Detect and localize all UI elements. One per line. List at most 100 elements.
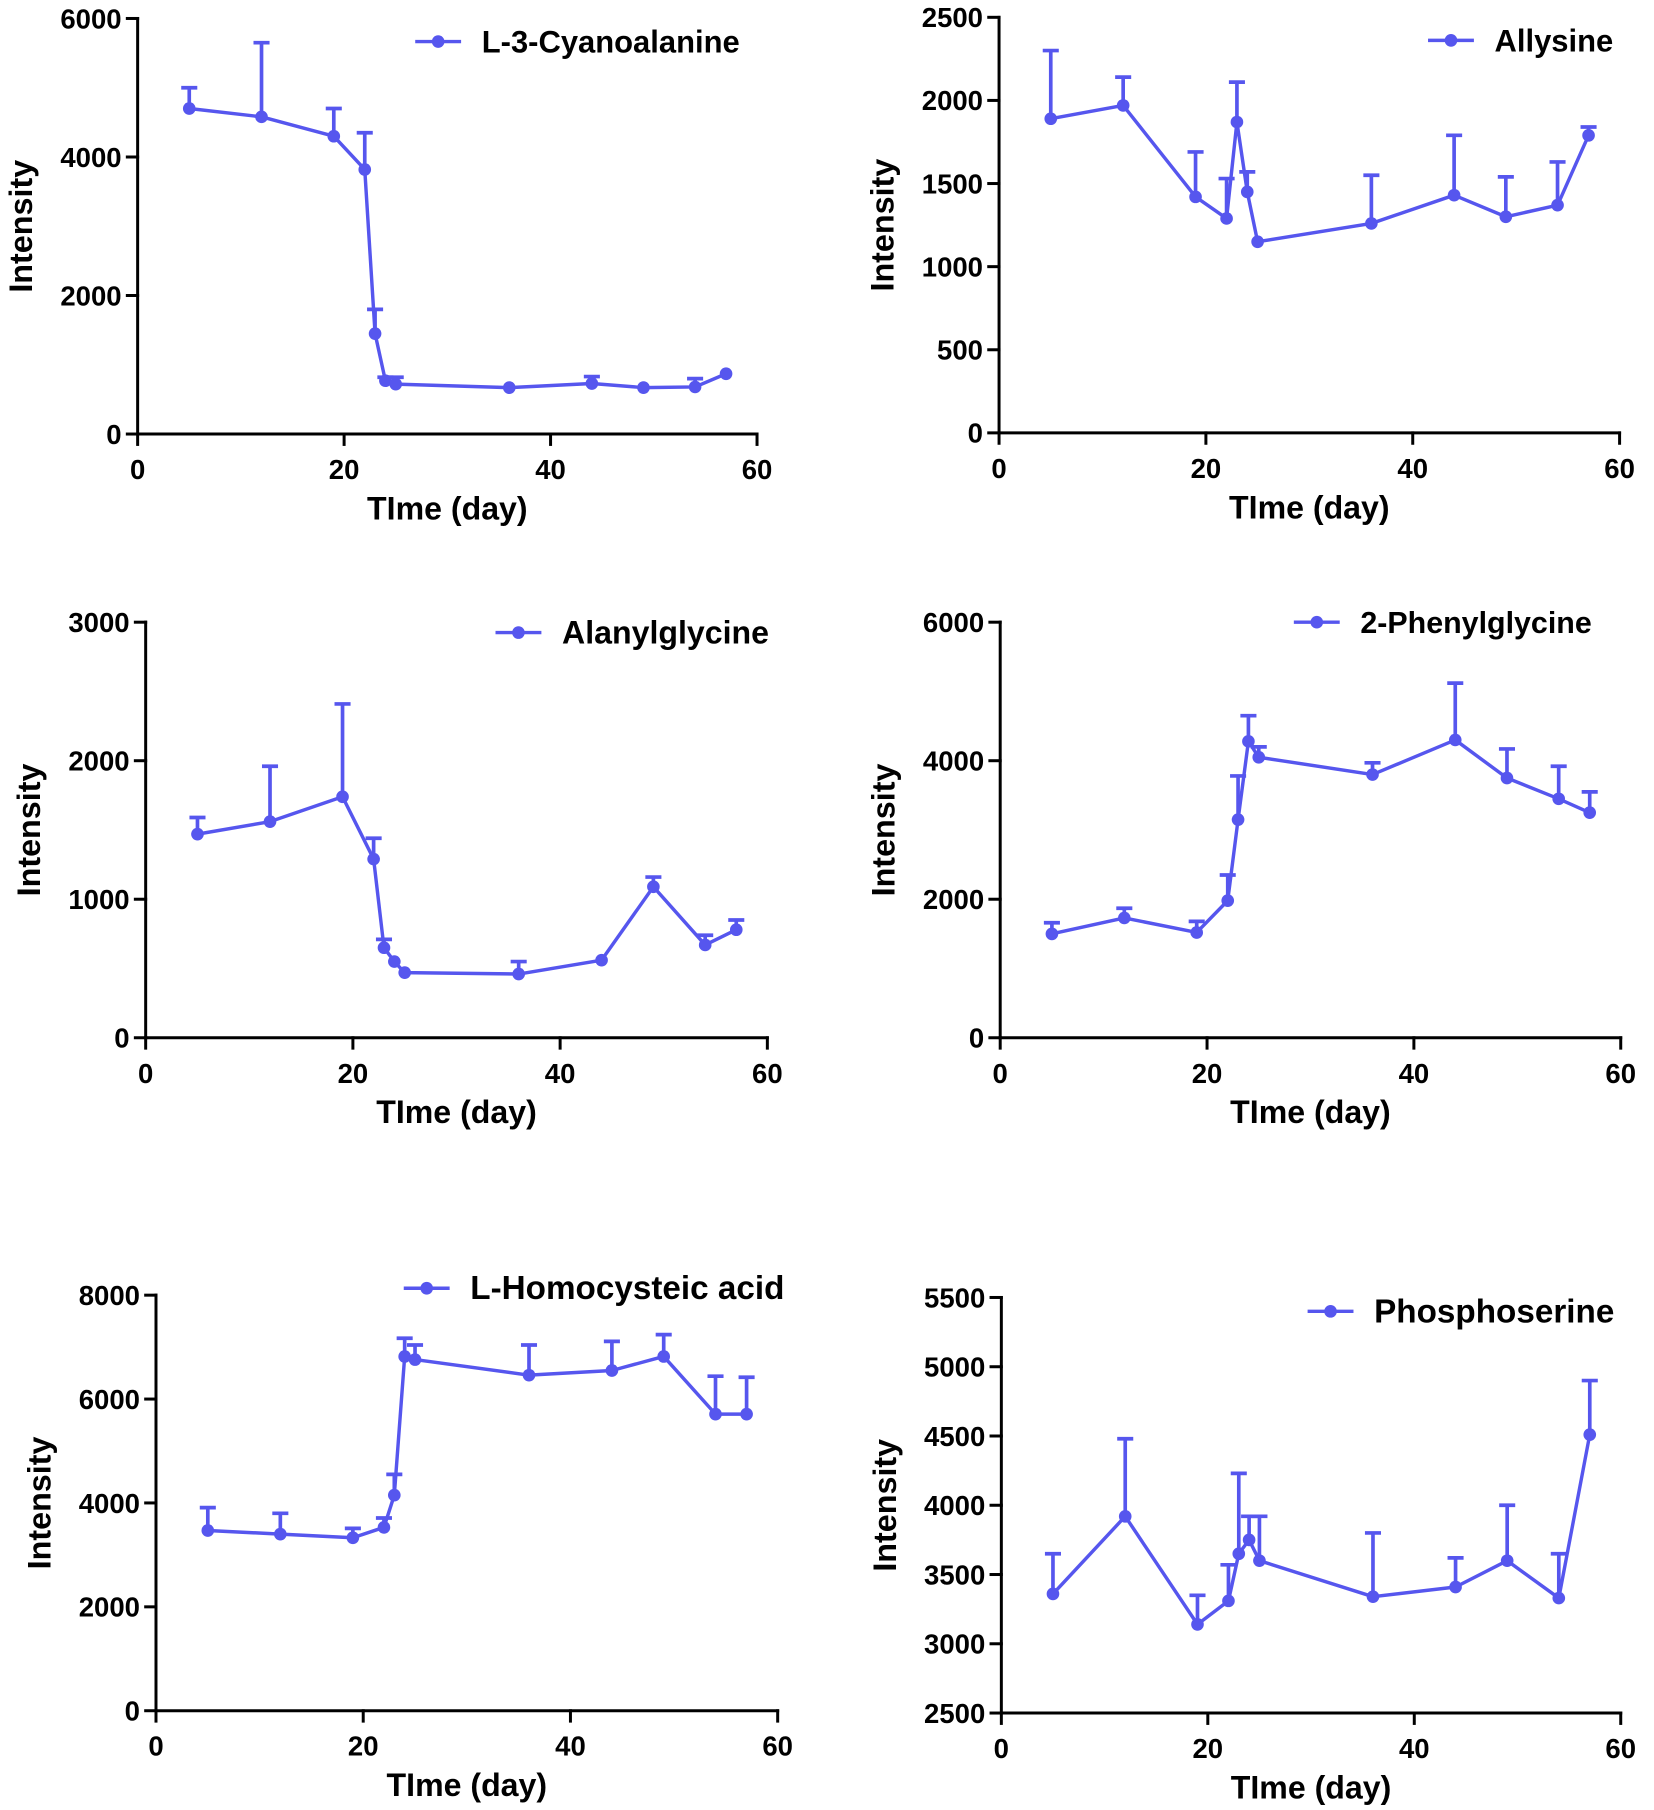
y-tick-label: 2000 [923, 884, 984, 915]
legend: L-Homocysteic acid [403, 1270, 784, 1307]
y-tick-label: 6000 [60, 3, 121, 34]
data-point [1447, 188, 1461, 202]
legend-marker [512, 626, 525, 639]
data-point [1365, 217, 1378, 230]
x-axis-title: TIme (day) [376, 1094, 537, 1130]
panel-allysine: 0 500 1000 1500 2000 2500 0 20 40 60 TIme (day) Int… [865, 2, 1635, 525]
data-point [1582, 128, 1595, 142]
y-tick-label: 2000 [922, 85, 983, 116]
x-axis-title: TIme (day) [387, 1767, 548, 1803]
x-tick-label: 20 [1191, 453, 1222, 484]
data-point [1045, 927, 1059, 941]
series-line [1050, 103, 1591, 244]
x-tick-label: 40 [1397, 453, 1428, 484]
y-tick-label: 3000 [924, 1629, 985, 1660]
y-tick-label: 4000 [924, 1490, 985, 1521]
data-point [698, 938, 712, 952]
series-line [207, 1354, 747, 1540]
data-point [1500, 1554, 1514, 1568]
data-point [709, 1407, 722, 1421]
data-point [1191, 1618, 1204, 1631]
x-tick-label: 60 [762, 1731, 793, 1762]
y-tick-label: 2500 [924, 1698, 985, 1729]
x-tick-label: 0 [991, 453, 1006, 484]
data-point [512, 967, 525, 981]
x-tick-label: 0 [993, 1058, 1008, 1089]
data-point [1242, 1533, 1256, 1547]
data-point [408, 1353, 422, 1366]
legend-label: L-Homocysteic acid [470, 1270, 784, 1307]
panel-phosphoserine: 2500 3000 3500 4000 4500 5000 5500 0 20 40 60 TIme … [867, 1282, 1636, 1805]
data-point [1044, 112, 1058, 126]
x-tick-label: 60 [1605, 1733, 1636, 1764]
legend: Phosphoserine [1307, 1293, 1614, 1330]
data-point [1252, 750, 1266, 764]
x-tick-label: 20 [1192, 1058, 1223, 1089]
data-point [389, 377, 403, 391]
legend-label: 2-Phenylglycine [1360, 606, 1591, 640]
data-point [1449, 1580, 1462, 1594]
panel-alanylglycine: 0 1000 2000 3000 0 20 40 60 TIme (day) Intensity A… [11, 607, 782, 1130]
y-tick-label: 4000 [923, 745, 984, 776]
legend: 2-Phenylglycine [1293, 606, 1592, 640]
data-point [368, 327, 382, 340]
x-tick-label: 40 [1399, 1733, 1430, 1764]
x-axis-title: TIme (day) [1229, 489, 1390, 525]
data-point [367, 852, 380, 866]
x-axis-title: TIme (day) [367, 490, 528, 526]
data-point [1552, 1591, 1566, 1605]
data-point [657, 1350, 671, 1363]
data-point [255, 110, 268, 124]
y-tick-label: 0 [968, 418, 983, 449]
data-point [1231, 813, 1245, 826]
panel-2-phenylglycine: 0 2000 4000 6000 0 20 40 60 TIme (day) Intensity 2… [866, 606, 1636, 1130]
data-point [1117, 911, 1131, 925]
x-tick-label: 0 [138, 1058, 153, 1089]
legend: L-3-Cyanoalanine [415, 24, 740, 60]
data-point [585, 377, 599, 390]
y-tick-label: 4500 [924, 1421, 985, 1452]
y-axis-title: Intensity [867, 1439, 903, 1572]
data-point [1220, 212, 1233, 225]
x-tick-label: 40 [555, 1731, 586, 1762]
legend-marker [431, 35, 445, 48]
data-point [1242, 734, 1255, 748]
legend-label: Phosphoserine [1374, 1293, 1614, 1330]
legend-label: Allysine [1495, 23, 1614, 58]
data-point [274, 1527, 287, 1541]
data-point [522, 1368, 536, 1382]
x-tick-label: 60 [742, 454, 773, 485]
x-axis-title: TIme (day) [1230, 1094, 1391, 1130]
y-tick-label: 1000 [68, 884, 129, 915]
y-axis-title: Intensity [11, 763, 47, 896]
data-point [336, 790, 349, 804]
data-point [1189, 190, 1202, 204]
data-point [605, 1364, 619, 1377]
x-tick-label: 20 [329, 454, 360, 485]
y-tick-label: 2500 [922, 2, 983, 33]
data-point [740, 1407, 753, 1421]
data-point [327, 129, 341, 143]
data-point [201, 1524, 215, 1537]
y-tick-label: 2000 [68, 745, 129, 776]
data-point [719, 367, 733, 381]
data-point [1552, 792, 1565, 806]
y-tick-label: 6000 [923, 607, 984, 638]
data-point [191, 827, 204, 841]
y-tick-label: 2000 [60, 280, 121, 311]
y-tick-label: 5500 [924, 1282, 985, 1313]
y-tick-label: 1500 [922, 168, 983, 199]
data-point [1222, 1594, 1235, 1608]
legend-label: L-3-Cyanoalanine [482, 24, 740, 59]
series-line [189, 106, 727, 390]
data-point [1366, 768, 1379, 781]
data-point [1251, 235, 1264, 249]
x-tick-label: 40 [1399, 1058, 1430, 1089]
data-point [688, 380, 702, 394]
data-point [377, 1521, 391, 1534]
data-point [1232, 1547, 1246, 1561]
data-point [595, 953, 608, 967]
y-axis-title: Intensity [22, 1436, 58, 1569]
data-point [1499, 210, 1513, 224]
